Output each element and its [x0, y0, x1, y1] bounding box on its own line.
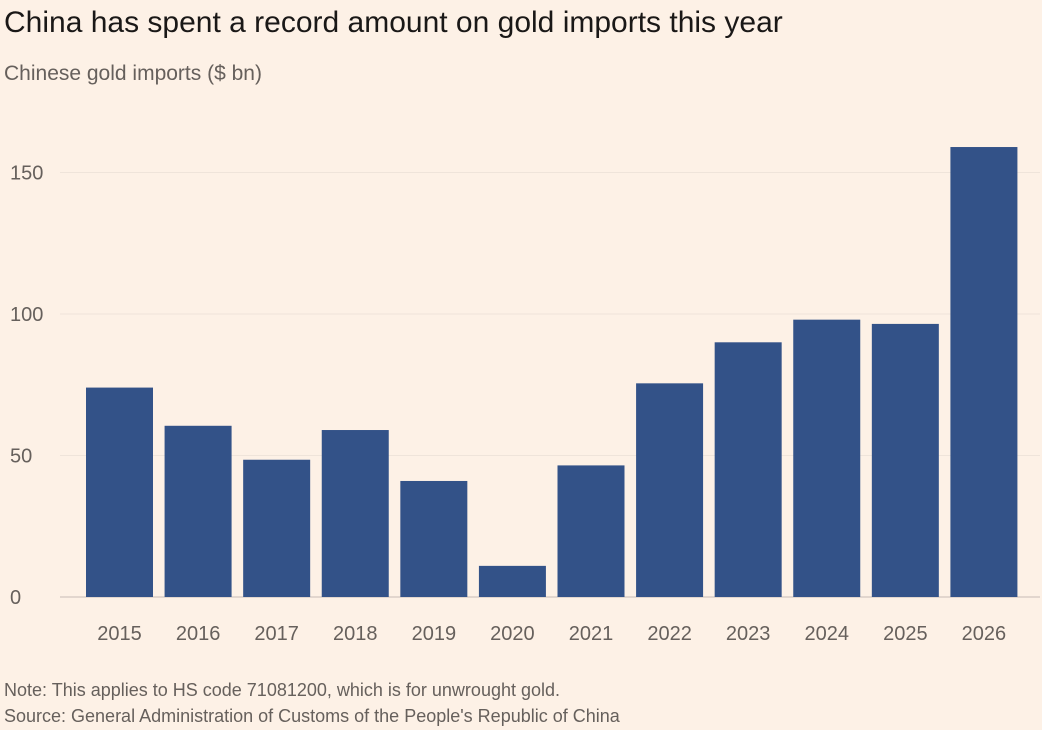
x-tick-label: 2021 [569, 623, 614, 645]
x-axis-tick-labels: 2015 2016 2017 2018 2019 2020 2021 2022 2023 2024… [97, 623, 1006, 645]
x-tick-label: 2022 [647, 623, 692, 645]
y-tick-label: 150 [10, 163, 43, 185]
x-tick-label: 2025 [883, 623, 928, 645]
y-tick-label: 50 [10, 446, 32, 468]
bar-2025 [871, 323, 939, 597]
bar-2022 [636, 383, 704, 597]
x-tick-label: 2020 [490, 623, 535, 645]
x-tick-label: 2026 [962, 623, 1007, 645]
x-tick-label: 2019 [412, 623, 457, 645]
x-tick-label: 2024 [805, 623, 850, 645]
bar-2020 [478, 565, 546, 597]
chart-title: China has spent a record amount on gold … [4, 6, 783, 39]
bar-2021 [557, 465, 625, 597]
bar-2023 [714, 342, 782, 597]
bar-2017 [243, 459, 311, 597]
chart-source: Source: General Administration of Custom… [4, 706, 620, 726]
x-tick-label: 2016 [176, 623, 221, 645]
y-tick-label: 0 [10, 587, 21, 609]
bar-2018 [321, 430, 389, 597]
x-tick-label: 2023 [726, 623, 771, 645]
bar-2015 [86, 387, 153, 597]
y-tick-label: 100 [10, 304, 43, 326]
bar-2024 [793, 319, 861, 597]
x-tick-label: 2017 [254, 623, 299, 645]
x-tick-label: 2015 [97, 623, 142, 645]
bar-2016 [164, 425, 232, 597]
bar-2026 [950, 147, 1018, 597]
bar-2019 [400, 480, 468, 597]
bars [86, 147, 1018, 597]
chart-subtitle: Chinese gold imports ($ bn) [4, 62, 262, 85]
x-tick-label: 2018 [333, 623, 378, 645]
chart-note: Note: This applies to HS code 71081200, … [4, 680, 561, 700]
y-axis-tick-labels: 0 50 100 150 [10, 163, 43, 610]
